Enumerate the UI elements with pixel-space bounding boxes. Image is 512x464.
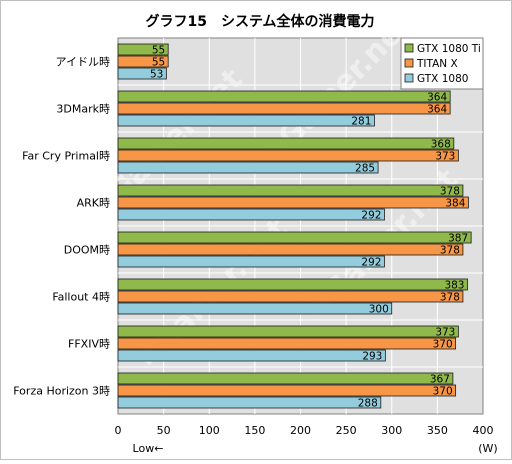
x-tick-label: 150	[244, 424, 265, 437]
legend-swatch	[404, 43, 414, 53]
bar-value-label: 373	[435, 327, 455, 339]
legend-box	[400, 37, 484, 90]
category-label: Far Cry Primal時	[22, 150, 110, 163]
chart-title: グラフ15 システム全体の消費電力	[145, 13, 374, 30]
bar	[117, 114, 375, 127]
bar	[117, 302, 393, 315]
bar-value-label: 370	[433, 386, 453, 398]
bar	[117, 372, 454, 385]
bars: 5555533643642813683732853783842923873782…	[117, 43, 472, 410]
bar-value-label: 285	[355, 163, 375, 175]
category-label: DOOM時	[64, 244, 110, 257]
bar-value-label: 288	[358, 398, 378, 410]
bar-value-label: 292	[361, 210, 381, 222]
bar	[117, 161, 379, 174]
bar	[117, 184, 464, 197]
category-label: アイドル時	[56, 56, 110, 69]
bar-value-label: 378	[440, 245, 460, 257]
x-axis-unit-label: (W)	[478, 442, 497, 455]
bar	[117, 396, 382, 409]
bar	[117, 337, 457, 350]
bar-value-label: 55	[152, 45, 165, 57]
bar-value-label: 292	[361, 257, 381, 269]
bar-value-label: 370	[433, 339, 453, 351]
bar-value-label: 293	[362, 351, 382, 363]
x-tick-label: 300	[381, 424, 402, 437]
legend-label: GTX 1080	[417, 73, 468, 85]
bar	[117, 231, 472, 244]
category-label: FFXIV時	[68, 338, 110, 351]
x-tick-label: 100	[199, 424, 220, 437]
x-axis-low-label: Low←	[133, 442, 164, 455]
bar	[117, 384, 457, 397]
bar-value-label: 384	[445, 198, 465, 210]
category-label: Fallout 4時	[52, 291, 110, 304]
legend-label: GTX 1080 Ti	[417, 43, 481, 55]
category-label: ARK時	[77, 197, 110, 210]
bar	[117, 349, 386, 362]
legend: GTX 1080 Ti TITAN X GTX 1080	[400, 37, 484, 90]
bar	[117, 278, 468, 291]
x-tick-label: 50	[157, 424, 171, 437]
bar-value-label: 387	[448, 233, 468, 245]
category-label: Forza Horizon 3時	[13, 385, 110, 398]
x-tick-label: 250	[336, 424, 357, 437]
bar-value-label: 300	[369, 304, 389, 316]
bar	[117, 290, 464, 303]
category-label: 3DMark時	[56, 103, 110, 116]
x-tick-label: 400	[473, 424, 494, 437]
bar-value-label: 53	[150, 69, 163, 81]
bar	[117, 102, 451, 115]
bar	[117, 90, 451, 103]
x-tick-label: 350	[427, 424, 448, 437]
bar-value-label: 383	[444, 280, 464, 292]
legend-swatch	[404, 58, 414, 68]
bar-value-label: 367	[430, 374, 450, 386]
bar	[117, 208, 385, 221]
bar-value-label: 378	[440, 186, 460, 198]
bar	[117, 255, 385, 268]
bar	[117, 137, 455, 150]
bar	[117, 67, 167, 80]
bar	[117, 325, 459, 338]
bar	[117, 196, 469, 209]
bar	[117, 43, 169, 56]
bar	[117, 243, 464, 256]
legend-swatch	[404, 73, 414, 83]
bar-value-label: 378	[440, 292, 460, 304]
x-tick-label: 0	[115, 424, 122, 437]
bar	[117, 55, 169, 68]
bar-value-label: 368	[431, 139, 451, 151]
legend-label: TITAN X	[416, 58, 458, 70]
bar	[117, 149, 459, 162]
x-tick-label: 200	[290, 424, 311, 437]
category-labels: アイドル時 3DMark時 Far Cry Primal時 ARK時 DOOM時 Fall…	[13, 56, 110, 398]
x-tick-labels: 0 50 100 150 200 250 300 350 400	[115, 424, 494, 437]
bar-value-label: 55	[152, 57, 165, 69]
bar-value-label: 281	[351, 116, 371, 128]
bar-value-label: 373	[435, 151, 455, 163]
bar-value-label: 364	[427, 92, 447, 104]
bar-value-label: 364	[427, 104, 447, 116]
